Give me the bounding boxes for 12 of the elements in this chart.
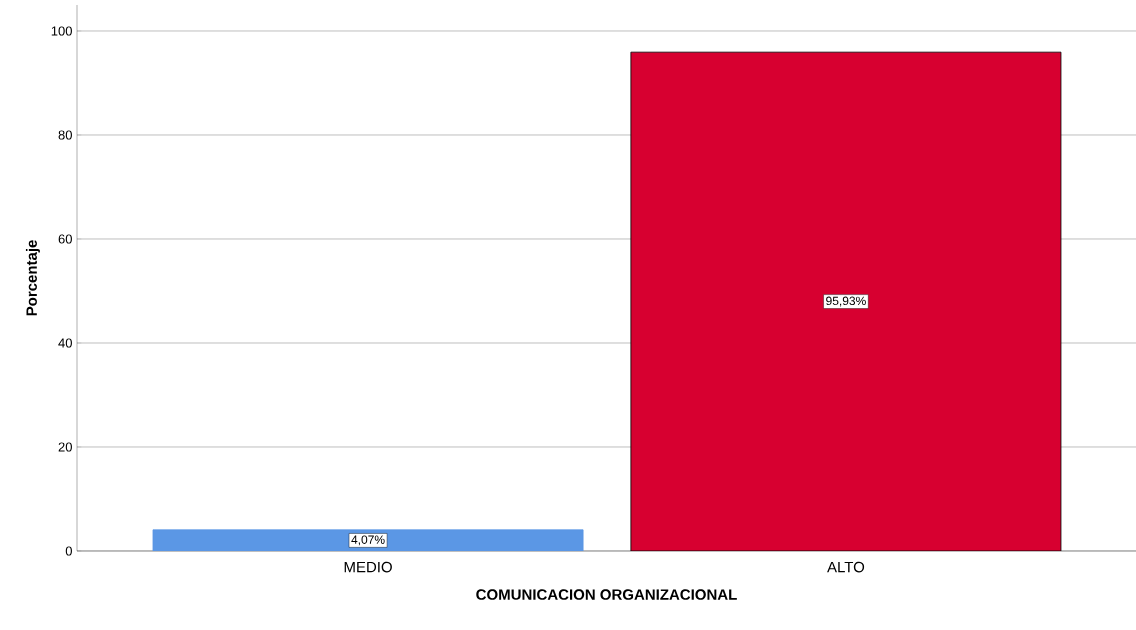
x-tick-label: MEDIO bbox=[344, 561, 392, 573]
y-tick-label: 40 bbox=[58, 338, 72, 348]
y-tick-label: 20 bbox=[58, 442, 72, 452]
y-tick-label: 60 bbox=[58, 234, 72, 244]
y-tick-label: 80 bbox=[58, 130, 72, 140]
data-label: 4,07% bbox=[351, 535, 385, 546]
y-axis-title: Porcentaje bbox=[25, 240, 40, 316]
data-label: 95,93% bbox=[826, 296, 866, 307]
y-tick-label: 0 bbox=[65, 546, 72, 556]
x-axis-title: COMUNICACION ORGANIZACIONAL bbox=[476, 589, 737, 600]
y-tick-label: 100 bbox=[51, 26, 72, 36]
x-tick-label: ALTO bbox=[827, 561, 865, 573]
